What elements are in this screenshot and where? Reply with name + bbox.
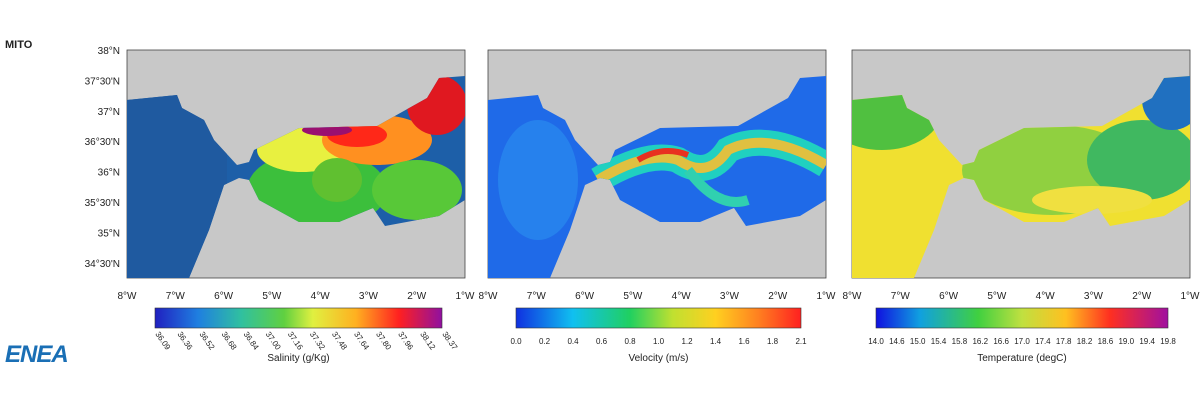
lon-label: 6°W — [575, 291, 595, 302]
lon-label: 7°W — [527, 291, 547, 302]
colorbar-tick: 0.6 — [596, 337, 608, 346]
colorbar-tick: 17.0 — [1014, 337, 1030, 346]
colorbar-tick: 0.4 — [567, 337, 579, 346]
colorbar-tick: 15.4 — [931, 337, 947, 346]
colorbar-tick: 0.8 — [624, 337, 636, 346]
colorbar-tick: 38.12 — [418, 330, 437, 352]
map-temperature — [851, 49, 1191, 279]
lon-label: 5°W — [262, 291, 282, 302]
lat-label: 37°N — [98, 107, 120, 118]
lat-label: 36°N — [98, 168, 120, 179]
colorbar-tick: 36.36 — [175, 330, 194, 352]
colorbar-tick: 14.6 — [889, 337, 905, 346]
lat-label: 35°30'N — [85, 198, 120, 209]
colorbar-tick: 36.52 — [198, 330, 217, 352]
colorbar-tick: 37.80 — [374, 330, 393, 352]
lon-label: 3°W — [1084, 291, 1104, 302]
colorbar-tick: 1.2 — [681, 337, 693, 346]
lat-label: 36°30'N — [85, 137, 120, 148]
colorbar-tick: 36.84 — [242, 330, 261, 352]
colorbar-tick: 17.8 — [1056, 337, 1072, 346]
colorbar-tick: 37.32 — [308, 330, 327, 352]
lon-label: 2°W — [1132, 291, 1152, 302]
colorbar-tick: 0.0 — [510, 337, 522, 346]
colorbar-tick: 37.16 — [286, 330, 305, 352]
colorbar — [875, 307, 1169, 329]
lon-label: 4°W — [672, 291, 692, 302]
colorbar-tick: 15.0 — [910, 337, 926, 346]
logo: ENEA — [5, 341, 68, 368]
colorbar-label: Velocity (m/s) — [628, 353, 688, 364]
colorbar-tick: 36.09 — [153, 330, 172, 352]
colorbar-tick: 1.0 — [653, 337, 665, 346]
colorbar-tick: 37.96 — [396, 330, 415, 352]
colorbar-label: Temperature (degC) — [977, 353, 1066, 364]
colorbar-tick: 19.0 — [1118, 337, 1134, 346]
colorbar-tick: 14.0 — [868, 337, 884, 346]
lon-label: 4°W — [311, 291, 331, 302]
colorbar-tick: 37.48 — [330, 330, 349, 352]
colorbar-label: Salinity (g/Kg) — [267, 353, 329, 364]
lon-label: 6°W — [214, 291, 234, 302]
lon-label: 8°W — [479, 291, 499, 302]
map-velocity — [487, 49, 827, 279]
colorbar-tick: 37.64 — [352, 330, 371, 352]
lon-label: 5°W — [623, 291, 643, 302]
lon-label: 8°W — [843, 291, 863, 302]
colorbar — [515, 307, 802, 329]
colorbar — [154, 307, 443, 329]
colorbar-tick: 16.6 — [993, 337, 1009, 346]
colorbar-tick: 38.37 — [440, 330, 459, 352]
lat-label: 35°N — [98, 228, 120, 239]
colorbar-tick: 18.6 — [1098, 337, 1114, 346]
lon-label: 2°W — [407, 291, 427, 302]
colorbar-tick: 19.4 — [1139, 337, 1155, 346]
map-salinity — [126, 49, 466, 279]
colorbar-tick: 37.00 — [264, 330, 283, 352]
colorbar-tick: 0.2 — [539, 337, 551, 346]
lon-label: 3°W — [720, 291, 740, 302]
lat-label: 38°N — [98, 46, 120, 57]
lat-label: 34°30'N — [85, 259, 120, 270]
colorbar-tick: 1.6 — [738, 337, 750, 346]
colorbar-tick: 19.8 — [1160, 337, 1176, 346]
colorbar-tick: 2.1 — [795, 337, 807, 346]
lon-label: 1°W — [456, 291, 476, 302]
colorbar-tick: 1.8 — [767, 337, 779, 346]
colorbar-tick: 18.2 — [1077, 337, 1093, 346]
colorbar-tick: 16.2 — [972, 337, 988, 346]
lon-label: 2°W — [768, 291, 788, 302]
lon-label: 5°W — [987, 291, 1007, 302]
lon-label: 4°W — [1036, 291, 1056, 302]
lon-label: 3°W — [359, 291, 379, 302]
page-title: MITO — [5, 39, 33, 51]
lon-label: 7°W — [891, 291, 911, 302]
lon-label: 1°W — [817, 291, 837, 302]
lon-label: 7°W — [166, 291, 186, 302]
lon-label: 1°W — [1181, 291, 1200, 302]
colorbar-tick: 15.8 — [952, 337, 968, 346]
colorbar-tick: 17.4 — [1035, 337, 1051, 346]
lon-label: 8°W — [118, 291, 138, 302]
colorbar-tick: 36.68 — [220, 330, 239, 352]
colorbar-tick: 1.4 — [710, 337, 722, 346]
lon-label: 6°W — [939, 291, 959, 302]
lat-label: 37°30'N — [85, 76, 120, 87]
